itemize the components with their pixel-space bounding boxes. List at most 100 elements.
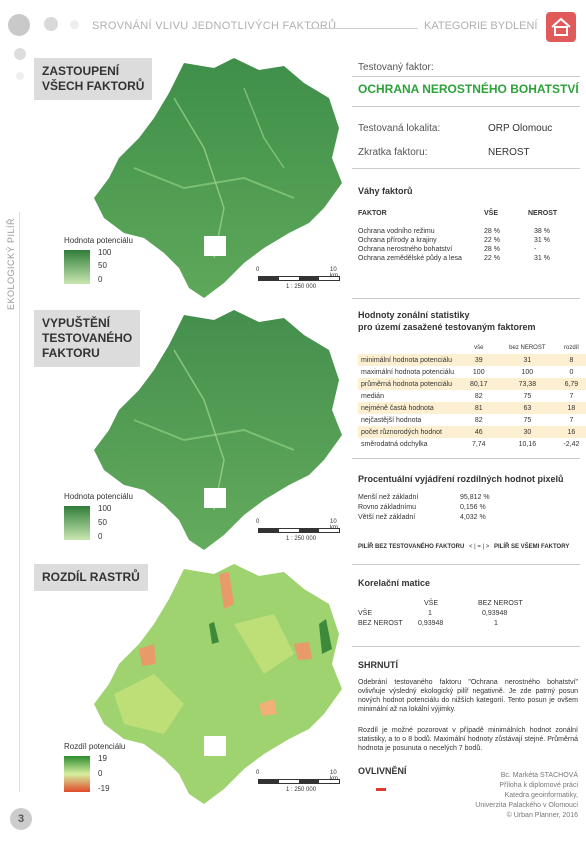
weights-row-nerost: 31 %: [534, 237, 550, 244]
row-diff: 16: [567, 428, 576, 436]
influence-marker: [376, 788, 386, 791]
header-divider: [308, 28, 418, 29]
row-nerost: 31: [523, 356, 532, 364]
legend-mid: 50: [98, 261, 107, 270]
weights-col-factor: FAKTOR: [358, 210, 387, 217]
legend-max: 100: [98, 248, 112, 257]
factor-name: OCHRANA NEROSTNÉHO BOHATSTVÍ: [358, 82, 579, 96]
divider: [352, 646, 580, 647]
weights-row-all: 22 %: [484, 237, 500, 244]
row-diff: 8: [569, 356, 574, 364]
row-all: 80,17: [469, 380, 488, 388]
weights-row-nerost: -: [534, 246, 537, 253]
row-name: směrodatná odchylka: [361, 440, 428, 448]
table-row: nejčastější hodnota 82 75 7: [358, 414, 586, 426]
legend-min: -19: [98, 784, 110, 793]
scale-ratio: 1 : 250 000: [286, 284, 317, 290]
table-row: průměrná hodnota potenciálu 80,17 73,38 6,7…: [358, 378, 586, 390]
side-label: EKOLOGICKÝ PILÍŘ: [6, 217, 16, 310]
divider: [352, 458, 580, 459]
correlation-title: Korelační matice: [358, 578, 431, 588]
table-row: směrodatná odchylka 7,74 10,16 -2,42: [358, 438, 586, 450]
row-nerost: 100: [521, 368, 534, 376]
divider: [352, 106, 580, 107]
divider: [352, 76, 580, 77]
panel-title: ZASTOUPENÍ VŠECH FAKTORŮ: [34, 58, 153, 100]
scale-ratio: 1 : 250 000: [286, 787, 317, 793]
divider: [352, 168, 580, 169]
divider: [352, 564, 580, 565]
corr-row2-b: 1: [494, 620, 498, 627]
corr-row1-name: VŠE: [358, 610, 373, 617]
locality-label: Testovaná lokalita:: [358, 123, 441, 134]
locality-value: ORP Olomouc: [488, 123, 553, 134]
zonal-col-diff: rozdíl: [564, 345, 579, 351]
footer-line: Katedra geoinformatiky,: [504, 792, 578, 799]
corr-row2-name: BEZ NEROST: [358, 620, 403, 627]
weights-title: Váhy faktorů: [358, 186, 413, 196]
zonal-table: vše bez NEROST rozdíl minimální hodnota …: [358, 342, 586, 450]
panel-title: ROZDÍL RASTRŮ: [34, 564, 148, 591]
map-without-factor: [94, 310, 342, 550]
weights-row-name: Ochrana nerostného bohatství: [358, 246, 453, 253]
row-diff: 18: [567, 404, 576, 412]
compare-right: PILÍŘ SE VŠEMI FAKTORY: [493, 544, 570, 550]
table-row: nejméně častá hodnota 81 63 18: [358, 402, 586, 414]
panel-title-line3: FAKTORU: [42, 346, 100, 360]
legend-max: 19: [98, 754, 107, 763]
summary-p1: Odebrání testovaného faktoru "Ochrana ne…: [358, 679, 578, 713]
legend-title: Rozdíl potenciálu: [64, 742, 126, 751]
row-all: 39: [474, 356, 483, 364]
zonal-col-all: vše: [474, 345, 484, 351]
legend-gradient: [64, 756, 90, 792]
row-all: 81: [474, 404, 483, 412]
footer-line: Bc. Markéta STACHOVÁ: [500, 772, 578, 779]
corr-row1-a: 1: [428, 610, 432, 617]
footer-line: Univerzita Palackého v Olomouci: [475, 802, 578, 809]
scale-zero: 0: [256, 267, 260, 273]
weights-row-name: Ochrana přírody a krajiny: [358, 237, 437, 244]
row-diff: 0: [569, 368, 574, 376]
map-panel-without-factor: VYPUŠTĚNÍ TESTOVANÉHO FAKTORU Hodnota po…: [34, 310, 346, 555]
percent-row-name: Menší než základní: [358, 494, 419, 501]
corr-row1-b: 0,93948: [482, 610, 508, 617]
header-dot-small: [70, 20, 79, 29]
footer-line: Příloha k diplomové práci: [499, 782, 578, 789]
home-icon: [551, 17, 571, 36]
corr-col-all: VŠE: [424, 600, 439, 607]
legend-mid: 50: [98, 518, 107, 527]
row-nerost: 63: [523, 404, 532, 412]
header-title: SROVNÁNÍ VLIVU JEDNOTLIVÝCH FAKTORŮ: [92, 20, 337, 32]
percent-row-name: Rovno základnímu: [358, 504, 416, 511]
scale-zero: 0: [256, 770, 260, 776]
panel-title-line1: ZASTOUPENÍ: [42, 64, 120, 78]
panel-title-line1: ROZDÍL RASTRŮ: [42, 570, 140, 584]
percent-row-value: 4,032 %: [460, 514, 486, 521]
legend-gradient: [64, 506, 90, 540]
header-dot-large: [8, 14, 30, 36]
table-row: medián 82 75 7: [358, 390, 586, 402]
map-panel-all-factors: ZASTOUPENÍ VŠECH FAKTORŮ Hodnota potenci…: [34, 58, 346, 303]
summary-title: SHRNUTÍ: [358, 660, 398, 670]
influence-title: OVLIVNĚNÍ: [358, 766, 407, 776]
row-name: průměrná hodnota potenciálu: [361, 380, 453, 388]
row-all: 7,74: [471, 440, 486, 448]
home-button[interactable]: [546, 12, 576, 42]
panel-title-line2: VŠECH FAKTORŮ: [42, 79, 145, 93]
percent-title: Procentuální vyjádření rozdílných hodnot…: [358, 474, 564, 484]
zonal-col-nerost: bez NEROST: [509, 345, 546, 351]
scale-bar: [258, 528, 340, 533]
row-nerost: 10,16: [518, 440, 537, 448]
abbr-label: Zkratka faktoru:: [358, 147, 428, 158]
weights-row-all: 28 %: [484, 228, 500, 235]
row-all: 46: [474, 428, 483, 436]
zonal-title-1: Hodnoty zonální statistiky: [358, 310, 470, 320]
table-row: maximální hodnota potenciálu 100 100 0: [358, 366, 586, 378]
panel-title-line1: VYPUŠTĚNÍ: [42, 316, 111, 330]
side-dot-1: [14, 48, 26, 60]
abbr-value: NEROST: [488, 147, 530, 158]
panel-title: VYPUŠTĚNÍ TESTOVANÉHO FAKTORU: [34, 310, 141, 367]
scale-bar: [258, 276, 340, 281]
weights-col-nerost: NEROST: [528, 210, 558, 217]
weights-row-all: 28 %: [484, 246, 500, 253]
